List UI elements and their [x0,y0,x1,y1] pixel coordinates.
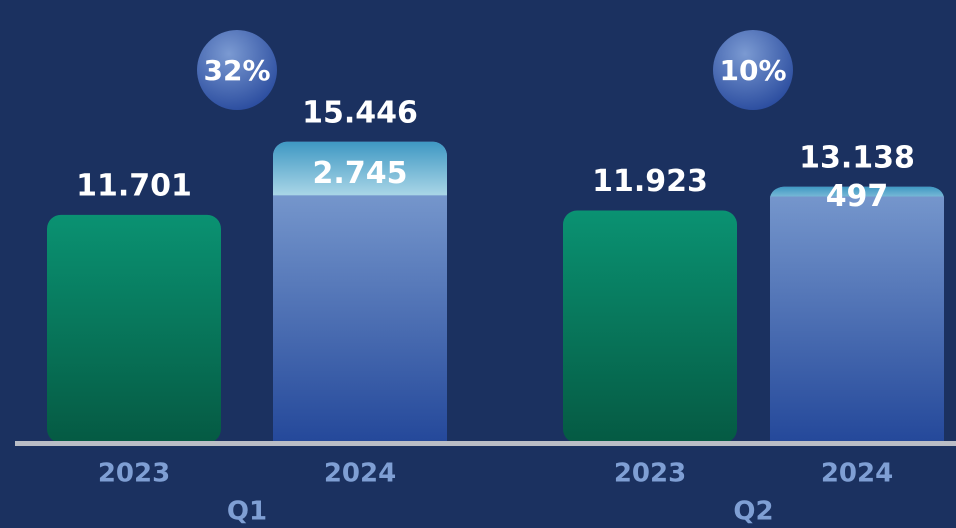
baseline [15,441,956,446]
value-label: 11.701 [76,168,192,203]
increase-label: 497 [826,179,889,214]
growth-bubble [713,30,793,110]
year-label: 2023 [98,459,170,489]
growth-bubble [197,30,277,110]
bar-body [273,195,447,443]
value-label: 15.446 [302,95,418,130]
growth-label: 32% [203,54,270,87]
growth-label: 10% [719,54,786,87]
value-label: 11.923 [592,164,708,199]
year-label: 2024 [821,459,893,489]
quarter-label: Q1 [227,497,267,527]
bar-body [770,196,944,443]
bar [563,210,737,443]
value-label: 13.138 [799,140,915,175]
year-label: 2024 [324,459,396,489]
year-label: 2023 [614,459,686,489]
increase-label: 2.745 [313,156,408,191]
increase-segment [273,141,447,210]
bar [47,214,221,443]
quarter-label: Q2 [733,497,773,527]
